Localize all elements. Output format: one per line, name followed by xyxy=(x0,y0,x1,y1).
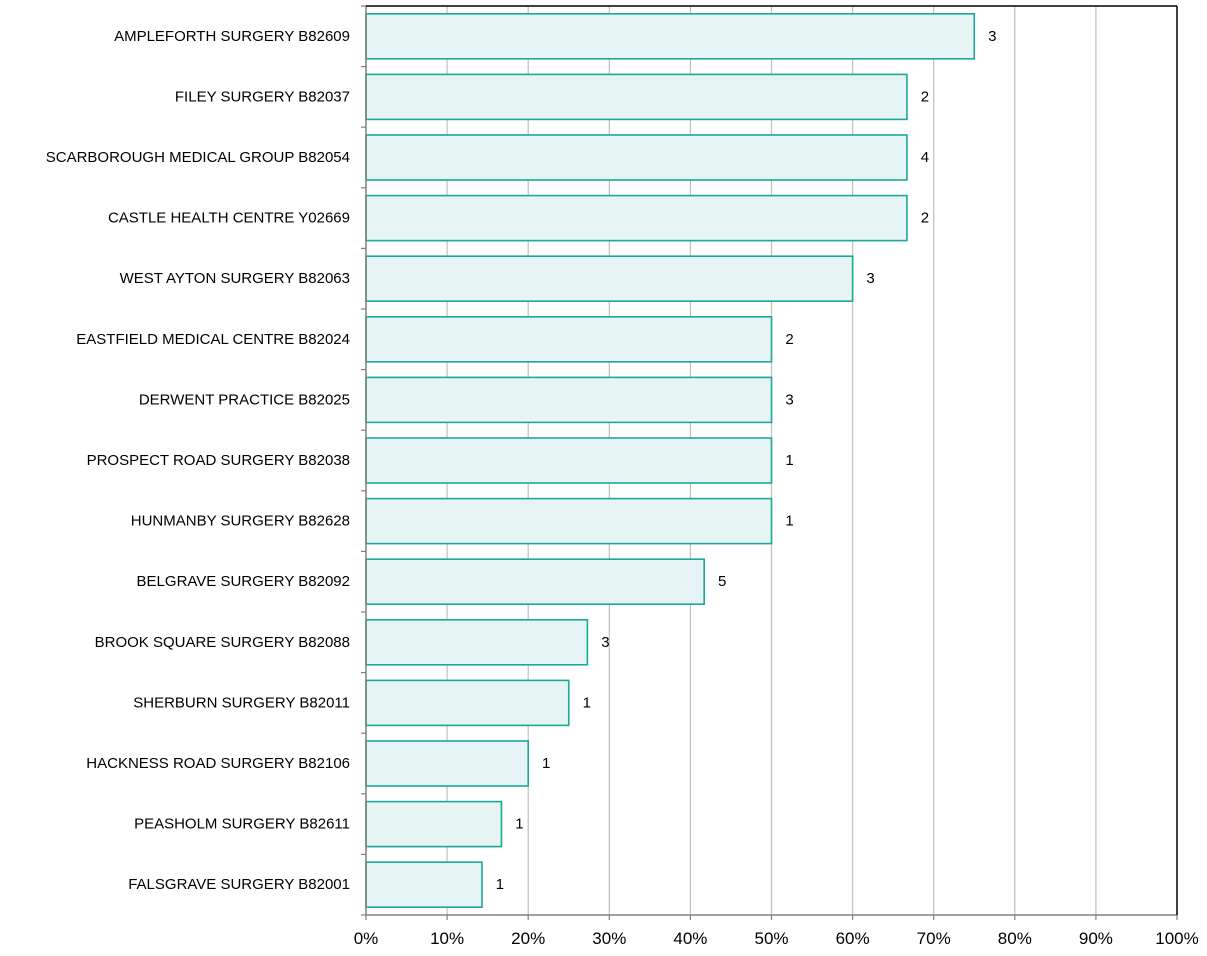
data-label-5: 2 xyxy=(785,331,793,348)
x-tick-label-2: 20% xyxy=(511,929,545,948)
data-label-0: 3 xyxy=(988,28,996,45)
bar-1 xyxy=(365,73,908,121)
x-tick-label-9: 90% xyxy=(1079,929,1113,948)
category-label-0: AMPLEFORTH SURGERY B82609 xyxy=(114,28,350,45)
category-label-13: PEASHOLM SURGERY B82611 xyxy=(134,816,350,833)
labels: AMPLEFORTH SURGERY B82609 3 FILEY SURGERY … xyxy=(46,28,1199,948)
bar-7 xyxy=(365,437,773,484)
category-label-3: CASTLE HEALTH CENTRE Y02669 xyxy=(108,210,350,227)
x-tick-label-10: 100% xyxy=(1155,929,1198,948)
data-label-14: 1 xyxy=(496,876,504,893)
data-label-10: 3 xyxy=(601,634,609,651)
category-label-1: FILEY SURGERY B82037 xyxy=(175,88,350,105)
data-label-9: 5 xyxy=(718,573,726,590)
bar-5 xyxy=(365,315,773,363)
x-tick-label-6: 60% xyxy=(836,929,870,948)
bar-9 xyxy=(365,558,705,606)
bar-8 xyxy=(365,497,773,545)
bar-2 xyxy=(365,134,908,181)
bar-3 xyxy=(365,194,908,242)
x-tick-label-4: 40% xyxy=(673,929,707,948)
data-label-3: 2 xyxy=(921,210,929,227)
data-label-12: 1 xyxy=(542,755,550,772)
data-label-1: 2 xyxy=(921,88,929,105)
x-tick-label-5: 50% xyxy=(754,929,788,948)
data-label-7: 1 xyxy=(785,452,793,469)
category-label-12: HACKNESS ROAD SURGERY B82106 xyxy=(86,755,350,772)
category-label-11: SHERBURN SURGERY B82011 xyxy=(133,694,350,711)
axes xyxy=(361,5,1178,920)
data-label-4: 3 xyxy=(866,270,874,287)
category-label-14: FALSGRAVE SURGERY B82001 xyxy=(128,876,350,893)
bars xyxy=(365,13,976,909)
x-tick-label-7: 70% xyxy=(917,929,951,948)
x-tick-label-1: 10% xyxy=(430,929,464,948)
data-label-6: 3 xyxy=(785,391,793,408)
bar-6 xyxy=(365,376,773,424)
category-label-4: WEST AYTON SURGERY B82063 xyxy=(120,270,350,287)
x-tick-label-0: 0% xyxy=(354,929,379,948)
category-label-6: DERWENT PRACTICE B82025 xyxy=(139,391,350,408)
category-label-5: EASTFIELD MEDICAL CENTRE B82024 xyxy=(76,331,350,348)
category-label-10: BROOK SQUARE SURGERY B82088 xyxy=(95,634,350,651)
bar-12 xyxy=(365,740,529,787)
bar-13 xyxy=(365,800,503,848)
x-tick-label-8: 80% xyxy=(998,929,1032,948)
bar-4 xyxy=(365,255,854,303)
bar-14 xyxy=(365,861,483,909)
data-label-11: 1 xyxy=(583,694,591,711)
x-tick-label-3: 30% xyxy=(592,929,626,948)
bar-0 xyxy=(365,13,976,60)
category-label-8: HUNMANBY SURGERY B82628 xyxy=(131,513,350,530)
category-label-9: BELGRAVE SURGERY B82092 xyxy=(137,573,350,590)
data-label-2: 4 xyxy=(921,149,929,166)
data-label-13: 1 xyxy=(515,816,523,833)
bar-11 xyxy=(365,679,570,727)
category-label-2: SCARBOROUGH MEDICAL GROUP B82054 xyxy=(46,149,350,166)
data-label-8: 1 xyxy=(785,513,793,530)
category-label-7: PROSPECT ROAD SURGERY B82038 xyxy=(87,452,350,469)
bar-10 xyxy=(365,618,589,666)
